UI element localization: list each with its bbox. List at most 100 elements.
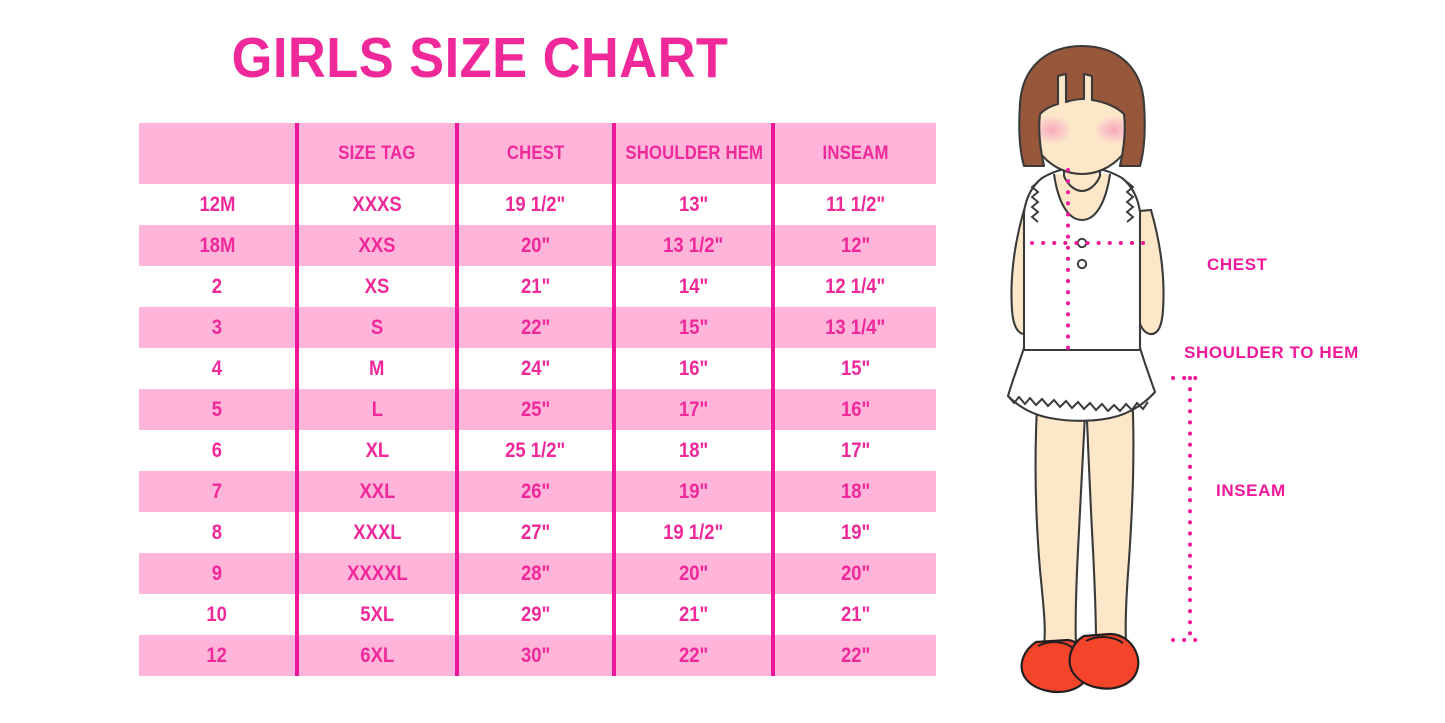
cell-inseam: 18" [771, 471, 936, 512]
cell-size-label: 12 [206, 643, 228, 667]
cell-chest-label: 25" [520, 397, 551, 421]
cell-size-tag-label: 6XL [360, 643, 394, 667]
cell-chest: 27" [455, 512, 614, 553]
cell-size-label: 9 [211, 561, 223, 585]
table-row: 4 M 24" 16" 15" [139, 348, 936, 389]
cell-chest: 28" [455, 553, 614, 594]
cell-inseam: 21" [771, 594, 936, 635]
cell-chest-label: 24" [520, 356, 551, 380]
figure-head [1018, 44, 1146, 176]
cell-size-label: 6 [211, 438, 223, 462]
cell-size-tag: XL [295, 430, 457, 471]
cell-shoulder-hem: 14" [612, 266, 773, 307]
cell-inseam: 19" [771, 512, 936, 553]
cell-chest: 22" [455, 307, 614, 348]
cell-shoulder-hem: 17" [612, 389, 773, 430]
cell-inseam-label: 15" [840, 356, 871, 380]
table-body: 12M XXXS 19 1/2" 13" 11 1/2" 18M XXS 20" 13 1/2"… [139, 184, 936, 676]
cell-chest: 29" [455, 594, 614, 635]
cell-size-tag: 5XL [295, 594, 457, 635]
table-row: 18M XXS 20" 13 1/2" 12" [139, 225, 936, 266]
cell-size: 5 [139, 389, 297, 430]
figure-skirt [1006, 346, 1157, 422]
table-row: 6 XL 25 1/2" 18" 17" [139, 430, 936, 471]
cell-size-label: 4 [211, 356, 223, 380]
cell-chest-label: 19 1/2" [505, 192, 566, 216]
cell-size-label: 5 [211, 397, 223, 421]
cell-shoulder-hem: 15" [612, 307, 773, 348]
cell-shoulder-hem: 22" [612, 635, 773, 676]
cell-shoulder-hem-label: 13" [678, 192, 709, 216]
cell-chest: 24" [455, 348, 614, 389]
cell-size-tag-label: XXS [358, 233, 396, 257]
cell-size-tag: XXXXL [295, 553, 457, 594]
cell-inseam-label: 16" [840, 397, 871, 421]
table-row: 7 XXL 26" 19" 18" [139, 471, 936, 512]
column-header-inseam: INSEAM [771, 123, 936, 184]
cell-inseam-label: 20" [840, 561, 871, 585]
cell-inseam: 11 1/2" [771, 184, 936, 225]
cell-chest: 30" [455, 635, 614, 676]
cell-shoulder-hem: 18" [612, 430, 773, 471]
cell-chest-label: 22" [520, 315, 551, 339]
cell-size-tag-label: XXXS [352, 192, 402, 216]
cell-size-tag: XXXS [295, 184, 457, 225]
table-row: 10 5XL 29" 21" 21" [139, 594, 936, 635]
cell-size-tag-label: 5XL [360, 602, 394, 626]
cell-shoulder-hem-label: 20" [678, 561, 709, 585]
cell-inseam: 17" [771, 430, 936, 471]
cell-shoulder-hem: 19" [612, 471, 773, 512]
cell-shoulder-hem: 16" [612, 348, 773, 389]
cell-chest: 26" [455, 471, 614, 512]
cell-size: 2 [139, 266, 297, 307]
table-row: 2 XS 21" 14" 12 1/4" [139, 266, 936, 307]
column-header-size-tag-label: SIZE TAG [338, 142, 416, 164]
cell-size-tag: XXS [295, 225, 457, 266]
cell-shoulder-hem-label: 14" [678, 274, 709, 298]
cell-size: 7 [139, 471, 297, 512]
cell-inseam-label: 22" [840, 643, 871, 667]
cell-size-label: 8 [211, 520, 223, 544]
cell-size-tag: M [295, 348, 457, 389]
cell-chest-label: 20" [520, 233, 551, 257]
table-row: 5 L 25" 17" 16" [139, 389, 936, 430]
cell-size-tag: XXXL [295, 512, 457, 553]
cell-size-tag: XXL [295, 471, 457, 512]
cell-chest-label: 28" [520, 561, 551, 585]
cell-size-label: 12M [199, 192, 235, 216]
cell-shoulder-hem: 13" [612, 184, 773, 225]
column-header-chest: CHEST [455, 123, 614, 184]
cell-chest-label: 27" [520, 520, 551, 544]
measurement-guides [1030, 168, 1208, 642]
cell-inseam-label: 12" [840, 233, 871, 257]
cell-size: 4 [139, 348, 297, 389]
cell-size-tag-label: XL [365, 438, 389, 462]
cell-inseam: 12 1/4" [771, 266, 936, 307]
cell-shoulder-hem-label: 22" [678, 643, 709, 667]
cell-size-label: 2 [211, 274, 223, 298]
cell-shoulder-hem: 19 1/2" [612, 512, 773, 553]
cell-chest: 25" [455, 389, 614, 430]
table-row: 3 S 22" 15" 13 1/4" [139, 307, 936, 348]
cell-size: 10 [139, 594, 297, 635]
measurement-label-inseam: INSEAM [1216, 481, 1286, 500]
cell-size-label: 10 [206, 602, 228, 626]
cell-inseam-label: 11 1/2" [825, 192, 886, 216]
cell-size-label: 7 [211, 479, 223, 503]
column-header-shoulder-hem-label: SHOULDER HEM [625, 142, 764, 164]
cell-size: 9 [139, 553, 297, 594]
button-lower-icon [1076, 258, 1088, 270]
cell-inseam-label: 17" [840, 438, 871, 462]
cell-shoulder-hem-label: 13 1/2" [663, 233, 724, 257]
cell-chest-label: 26" [520, 479, 551, 503]
cell-chest: 19 1/2" [455, 184, 614, 225]
cell-size-tag: L [295, 389, 457, 430]
cell-size-label: 18M [199, 233, 235, 257]
girl-figure-illustration [980, 30, 1280, 720]
figure-legs [1034, 388, 1135, 647]
cell-size: 3 [139, 307, 297, 348]
cell-inseam: 16" [771, 389, 936, 430]
cell-inseam: 20" [771, 553, 936, 594]
figure-top [1022, 165, 1142, 352]
cell-chest-label: 30" [520, 643, 551, 667]
